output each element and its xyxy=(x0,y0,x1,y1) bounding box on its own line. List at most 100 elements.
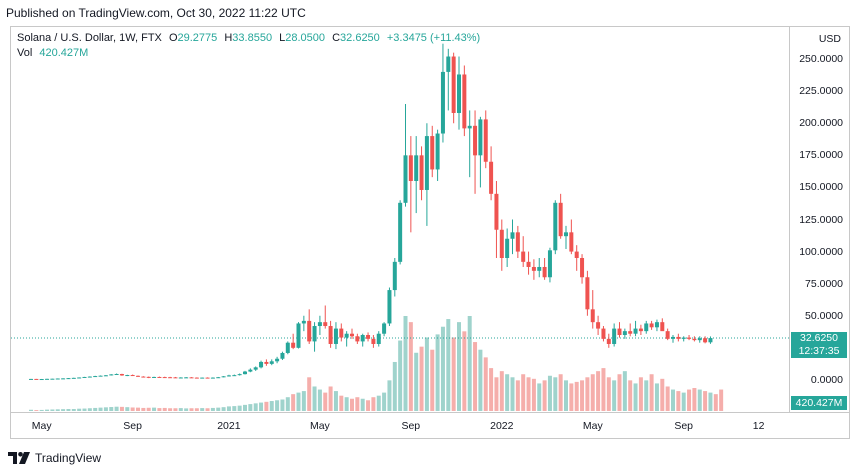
candle-body xyxy=(638,328,643,332)
candle xyxy=(542,258,547,280)
legend-c-label: C xyxy=(332,32,341,44)
candle xyxy=(125,374,130,377)
candle-body xyxy=(119,374,124,376)
x-tick-label: May xyxy=(582,420,603,432)
candle-body xyxy=(558,202,563,237)
candle xyxy=(697,336,702,343)
candle xyxy=(440,43,445,143)
volume-bar xyxy=(232,406,237,411)
volume-bar xyxy=(371,397,376,411)
volume-bar xyxy=(87,408,92,411)
candle xyxy=(189,377,194,379)
candle xyxy=(301,315,306,332)
footer[interactable]: TradingView xyxy=(8,448,101,468)
candle xyxy=(237,373,242,376)
legend-low: 28.0500 xyxy=(285,32,326,44)
volume-bar xyxy=(366,400,371,411)
volume-bar xyxy=(521,374,526,411)
candle-body xyxy=(168,377,173,379)
candlestick-chart[interactable] xyxy=(11,27,789,412)
candle xyxy=(194,377,199,379)
volume-bar xyxy=(333,391,338,411)
candle-body xyxy=(371,338,376,344)
volume-bar xyxy=(157,408,162,411)
candle xyxy=(275,356,280,364)
volume-bar xyxy=(280,399,285,411)
candle-body xyxy=(414,155,419,181)
candle xyxy=(547,247,552,283)
volume-bar xyxy=(515,380,520,411)
candle xyxy=(376,331,381,347)
volume-bar xyxy=(622,371,627,411)
candle-body xyxy=(232,375,237,377)
volume-bar xyxy=(93,407,98,411)
candle xyxy=(531,259,536,280)
candle xyxy=(585,270,590,316)
chart-plot-area[interactable]: Solana / U.S. Dollar, 1W, FTX O29.2775 H… xyxy=(11,27,790,412)
volume-bar xyxy=(307,377,312,411)
candle xyxy=(424,123,429,226)
candle xyxy=(687,335,692,341)
candle-body xyxy=(248,369,253,372)
volume-bar xyxy=(360,398,365,411)
candle-body xyxy=(34,378,39,380)
candle xyxy=(676,333,681,342)
candle-body xyxy=(355,336,360,342)
y-tick-label: 75.0000 xyxy=(805,277,843,290)
candle-body xyxy=(280,352,285,359)
candle xyxy=(344,331,349,347)
candle xyxy=(660,318,665,332)
volume-bar xyxy=(178,408,183,411)
candle xyxy=(226,374,231,377)
legend-vol-value: 420.427M xyxy=(39,47,89,59)
candle-body xyxy=(617,328,622,335)
volume-bar xyxy=(61,409,66,411)
candle xyxy=(178,377,183,379)
y-tick-label: 150.0000 xyxy=(799,181,843,194)
candle xyxy=(558,193,563,239)
volume-bar xyxy=(708,392,713,411)
volume-bar xyxy=(494,377,499,411)
candle xyxy=(574,245,579,271)
volume-bar xyxy=(269,401,274,411)
price-axis[interactable]: USD 32.6250 12:37:35 420.427M 0.0000 50.0… xyxy=(789,27,849,412)
candle xyxy=(537,258,542,278)
volume-bar xyxy=(312,386,317,411)
candle xyxy=(499,219,504,271)
candle xyxy=(173,376,178,379)
candle-body xyxy=(301,320,306,324)
candle-body xyxy=(152,376,157,378)
candle-body xyxy=(569,232,574,252)
volume-bar xyxy=(697,389,702,411)
volume-bar xyxy=(537,383,542,411)
volume-bar xyxy=(77,408,82,411)
volume-bar xyxy=(205,408,210,411)
volume-bar xyxy=(660,378,665,411)
volume-bar xyxy=(446,319,451,411)
candle xyxy=(29,378,33,380)
time-axis[interactable]: May Sep 2021 May Sep 2022 May Sep 12 xyxy=(11,412,849,439)
candle xyxy=(333,322,338,350)
candle-body xyxy=(55,378,60,380)
candle-body xyxy=(29,378,33,380)
candle xyxy=(77,377,82,379)
candle xyxy=(280,351,285,361)
legend-change: +3.3475 (+11.43%) xyxy=(386,32,481,44)
candle-body xyxy=(360,335,365,342)
legend-close: 32.6250 xyxy=(340,32,380,44)
candle-body xyxy=(564,232,568,237)
volume-bar xyxy=(692,388,697,411)
volume-bar xyxy=(264,401,269,411)
candle xyxy=(408,136,413,233)
candle-body xyxy=(574,251,579,258)
volume-bar xyxy=(259,402,264,411)
candle-body xyxy=(654,322,659,328)
candle-body xyxy=(681,337,686,339)
candle xyxy=(387,287,392,327)
candle-body xyxy=(483,119,488,162)
volume-bar xyxy=(510,377,515,411)
candle-body xyxy=(606,338,611,344)
candle-body xyxy=(291,342,296,348)
candle xyxy=(403,104,408,207)
candle xyxy=(665,328,670,341)
